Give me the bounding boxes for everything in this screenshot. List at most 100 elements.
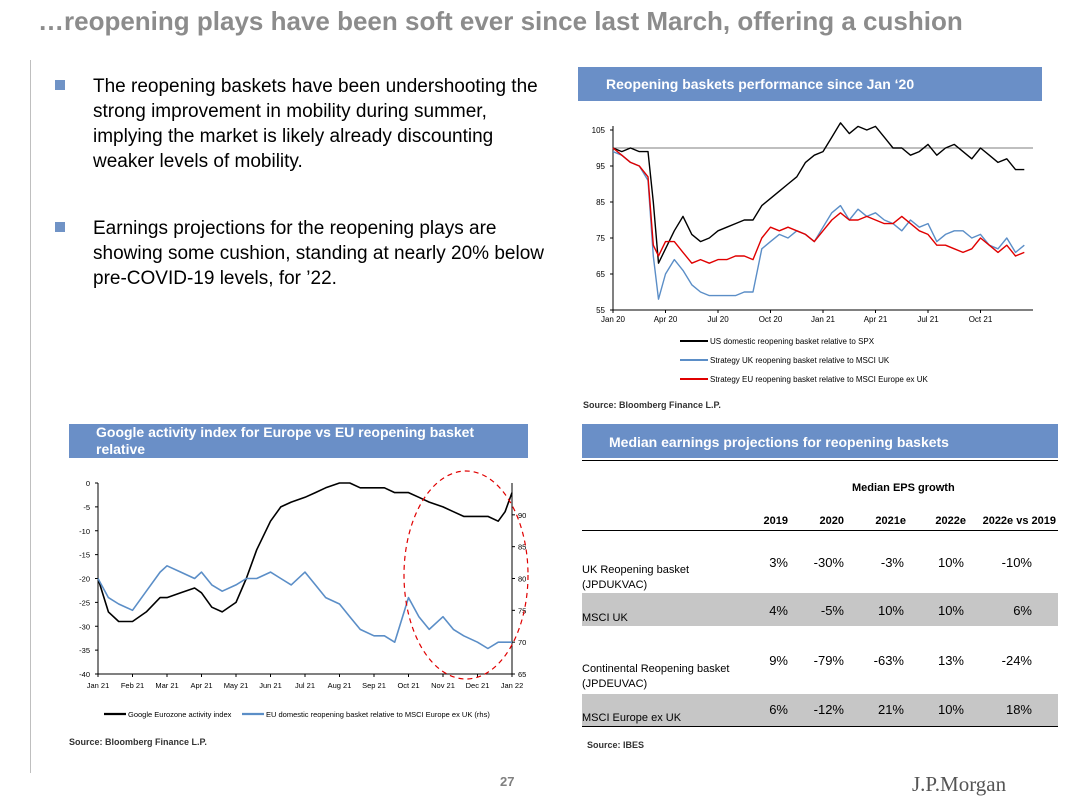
- cell: -63%: [873, 653, 904, 668]
- y-tick-label: 55: [596, 306, 605, 315]
- x-tick-label: Jul 20: [707, 315, 729, 324]
- y-right-tick-label: 65: [518, 670, 526, 679]
- earnings-table-source: Source: IBES: [587, 740, 645, 750]
- x-tick-label: Jul 21: [917, 315, 939, 324]
- legend-label: Google Eurozone activity index: [128, 710, 232, 719]
- y-right-tick-label: 80: [518, 575, 526, 584]
- x-tick-label: Jan 21: [811, 315, 836, 324]
- col-header: 2021e: [875, 515, 906, 527]
- col-header: 2022e: [935, 515, 966, 527]
- x-tick-label: Mar 21: [155, 681, 178, 690]
- earnings-table-header: Median earnings projections for reopenin…: [582, 424, 1058, 458]
- y-tick-label: 105: [592, 126, 606, 135]
- cell: 21%: [877, 702, 904, 717]
- cell: -30%: [813, 555, 844, 570]
- google-activity-line: [97, 482, 513, 623]
- bullet-item: The reopening baskets have been undersho…: [55, 74, 545, 174]
- y-right-tick-label: 85: [518, 543, 526, 552]
- row-label: Continental Reopening basket (JPDEUVAC): [582, 663, 730, 690]
- x-tick-label: May 21: [224, 681, 249, 690]
- bullet-item: Earnings projections for the reopening p…: [55, 216, 545, 291]
- row-label: UK Reopening basket (JPDUKVAC): [582, 564, 690, 591]
- x-tick-label: Oct 20: [759, 315, 783, 324]
- table-header-rule: [582, 530, 1058, 531]
- x-tick-label: Apr 21: [190, 681, 212, 690]
- eu-basket-line: [612, 147, 1025, 264]
- table-bottom-rule: [582, 726, 1058, 727]
- bullet-square-icon: [55, 80, 65, 90]
- cell: 4%: [769, 603, 788, 618]
- bullet-text: Earnings projections for the reopening p…: [93, 218, 544, 289]
- y-tick-label: 75: [596, 234, 605, 243]
- y-left-tick-label: -35: [79, 646, 90, 655]
- y-left-tick-label: -30: [79, 622, 90, 631]
- legend-label: Strategy UK reopening basket relative to…: [710, 356, 890, 365]
- cell: 18%: [1005, 702, 1032, 717]
- y-left-tick-label: -40: [79, 670, 90, 679]
- y-tick-label: 85: [596, 198, 605, 207]
- y-left-tick-label: -20: [79, 575, 90, 584]
- perf-chart-header: Reopening baskets performance since Jan …: [578, 67, 1042, 101]
- table-row: MSCI Europe ex UK 6% -12% 21% 10% 18%: [582, 694, 1058, 726]
- x-tick-label: Apr 21: [864, 315, 888, 324]
- x-tick-label: Jul 21: [295, 681, 315, 690]
- google-chart-source: Source: Bloomberg Finance L.P.: [69, 737, 207, 747]
- eu-reopening-line: [97, 565, 512, 650]
- table-row: UK Reopening basket (JPDUKVAC) 3% -30% -…: [582, 531, 1058, 593]
- y-tick-label: 95: [596, 162, 605, 171]
- x-tick-label: Jan 20: [601, 315, 626, 324]
- cell: -10%: [1001, 555, 1032, 570]
- google-chart-header: Google activity index for Europe vs EU r…: [69, 424, 528, 458]
- highlight-circle: [403, 470, 529, 680]
- legend-label: EU domestic reopening basket relative to…: [266, 710, 490, 719]
- cell: -5%: [820, 603, 844, 618]
- cell: 6%: [769, 702, 788, 717]
- left-divider: [30, 60, 31, 773]
- cell: 9%: [769, 653, 788, 668]
- y-tick-label: 65: [596, 270, 605, 279]
- table-group-header: Median EPS growth: [852, 482, 955, 494]
- x-tick-label: Jan 22: [501, 681, 524, 690]
- x-tick-label: Dec 21: [466, 681, 490, 690]
- y-left-tick-label: 0: [86, 479, 90, 488]
- cell: 3%: [769, 555, 788, 570]
- x-tick-label: Oct 21: [397, 681, 419, 690]
- row-label: MSCI Europe ex UK: [582, 712, 682, 724]
- row-label: MSCI UK: [582, 612, 628, 624]
- col-header: 2022e vs 2019: [982, 515, 1056, 527]
- legend-label: Strategy EU reopening basket relative to…: [710, 375, 929, 384]
- table-row: MSCI UK 4% -5% 10% 10% 6%: [582, 593, 1058, 626]
- perf-chart-source: Source: Bloomberg Finance L.P.: [583, 400, 721, 410]
- page-number: 27: [500, 774, 515, 789]
- y-left-tick-label: -5: [83, 503, 90, 512]
- cell: 10%: [937, 603, 964, 618]
- uk-basket-line: [612, 150, 1025, 300]
- y-left-tick-label: -25: [79, 598, 90, 607]
- y-left-tick-label: -15: [79, 551, 90, 560]
- y-right-tick-label: 90: [518, 511, 526, 520]
- x-tick-label: Oct 21: [969, 315, 993, 324]
- bullet-text: The reopening baskets have been undersho…: [93, 76, 538, 172]
- google-chart: -40 -35 -30 -25 -20 -15 -10 -5 0 65 70 75 80 85 90 Jan …: [79, 470, 529, 719]
- cell: 10%: [877, 603, 904, 618]
- cell: -3%: [880, 555, 904, 570]
- x-tick-label: Nov 21: [431, 681, 455, 690]
- x-tick-label: Aug 21: [328, 681, 352, 690]
- earnings-table-title: Median earnings projections for reopenin…: [609, 434, 949, 450]
- legend-label: US domestic reopening basket relative to…: [710, 337, 875, 346]
- cell: 13%: [937, 653, 964, 668]
- x-tick-label: Jan 21: [87, 681, 110, 690]
- x-tick-label: Feb 21: [121, 681, 144, 690]
- cell: 10%: [937, 555, 964, 570]
- x-tick-label: Sep 21: [362, 681, 386, 690]
- x-tick-label: Apr 20: [654, 315, 678, 324]
- perf-chart: 55 65 75 85 95 105 Jan 20 Apr 20 Jul 20 Oct 20 Jan…: [592, 122, 1033, 384]
- perf-chart-title: Reopening baskets performance since Jan …: [606, 76, 915, 92]
- y-right-tick-label: 70: [518, 638, 526, 647]
- page-title: …reopening plays have been soft ever sin…: [38, 6, 963, 36]
- us-basket-line: [612, 122, 1025, 264]
- col-header: 2019: [763, 515, 788, 527]
- cell: 6%: [1013, 603, 1032, 618]
- google-chart-title: Google activity index for Europe vs EU r…: [96, 424, 475, 457]
- y-right-tick-label: 75: [518, 606, 526, 615]
